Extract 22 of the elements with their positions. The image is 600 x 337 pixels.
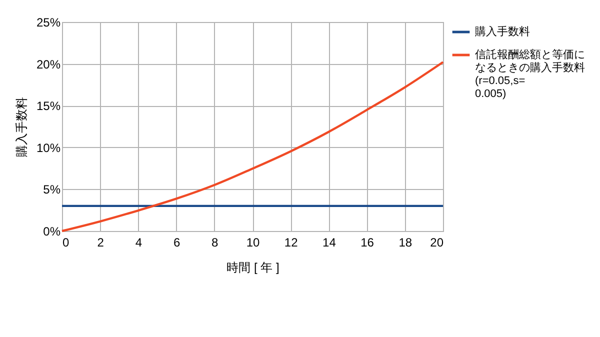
x-tick-label: 8 — [212, 236, 219, 250]
y-tick-label: 0% — [43, 224, 61, 238]
x-tick-label: 2 — [97, 236, 104, 250]
x-tick-label: 10 — [246, 236, 260, 250]
legend-label: 購入手数料 — [475, 25, 530, 38]
x-tick-label: 14 — [322, 236, 336, 250]
x-tick-label: 6 — [173, 236, 180, 250]
x-tick-label: 4 — [135, 236, 142, 250]
y-axis-title: 購入手数料 — [14, 97, 28, 157]
line-series — [60, 61, 444, 232]
x-tick-label: 12 — [284, 236, 298, 250]
y-tick-label: 15% — [36, 99, 61, 114]
x-tick-label: 20 — [430, 236, 444, 250]
x-tick-label: 16 — [360, 236, 374, 250]
legend-label: 信託報酬総額と等価になるときの購入手数料(r=0.05,s=0.005) — [475, 48, 585, 100]
y-tick-label: 10% — [36, 140, 61, 155]
x-axis-title: 時間 [ 年 ] — [226, 260, 280, 274]
y-tick-label: 25% — [36, 16, 61, 30]
y-tick-label: 5% — [43, 182, 61, 197]
x-tick-label: 18 — [398, 236, 412, 250]
y-tick-label: 20% — [36, 57, 61, 72]
x-tick-label: 0 — [62, 236, 70, 250]
